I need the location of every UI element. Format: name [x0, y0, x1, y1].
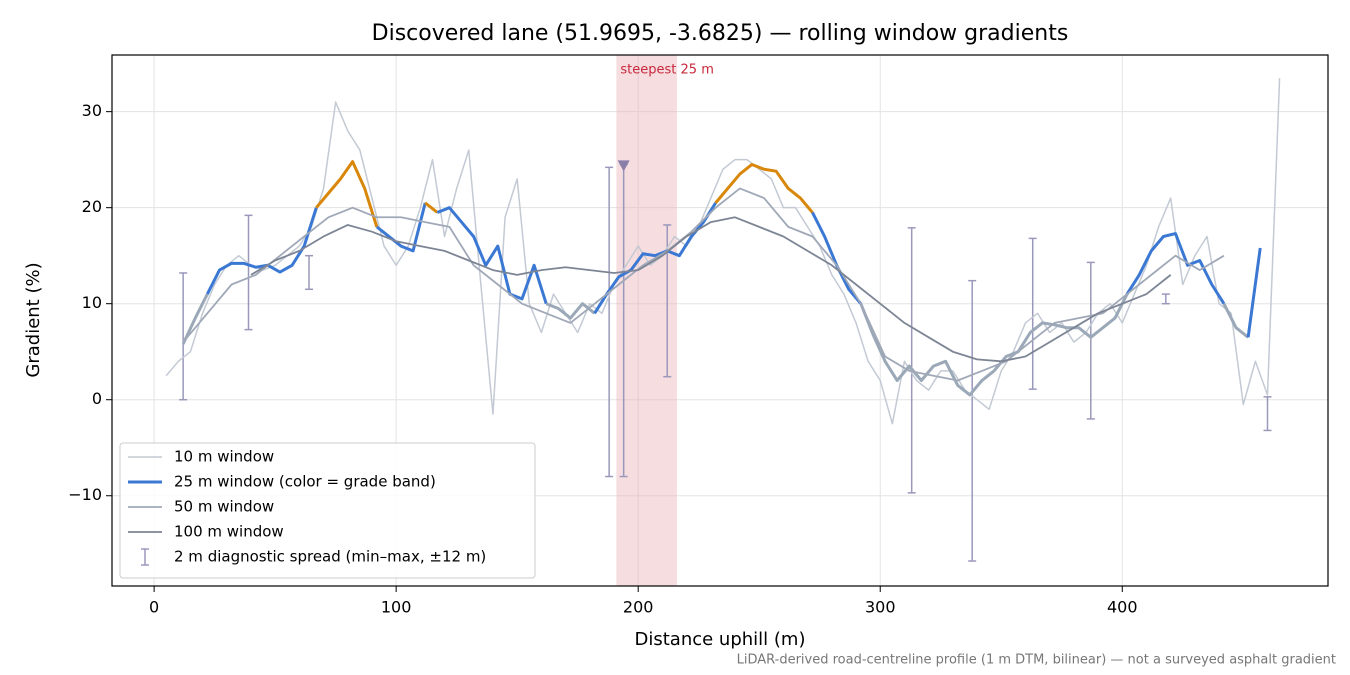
y-tick-label: −10	[68, 485, 102, 504]
series-line	[250, 216, 1172, 363]
series-line	[1222, 303, 1250, 339]
series-line	[859, 293, 1129, 397]
series-line	[1246, 247, 1262, 338]
series-line	[545, 302, 596, 320]
series-line	[315, 160, 379, 228]
series-line	[1125, 232, 1226, 305]
series-line	[181, 293, 209, 345]
x-tick-label: 300	[865, 598, 896, 617]
y-tick-label: 0	[92, 389, 102, 408]
legend-label: 10 m window	[174, 448, 274, 466]
series-line	[436, 206, 548, 305]
steepest-marker	[617, 160, 630, 172]
legend-label: 25 m window (color = grade band)	[174, 473, 436, 491]
series-line	[182, 187, 1225, 382]
y-tick-label: 20	[82, 197, 102, 216]
plot-frame	[111, 54, 1329, 587]
series-line	[424, 201, 439, 214]
y-tick-label: 10	[82, 293, 102, 312]
x-tick-label: 100	[381, 598, 412, 617]
x-tick-label: 0	[149, 598, 159, 617]
legend-label: 50 m window	[174, 498, 274, 516]
steepest-label: steepest 25 m	[620, 63, 713, 78]
footnote: LiDAR-derived road-centreline profile (1…	[737, 653, 1336, 668]
y-axis-label: Gradient (%)	[23, 262, 44, 377]
plot-layer	[165, 78, 1281, 562]
chart-title: Discovered lane (51.9695, -3.6825) — rol…	[372, 21, 1069, 46]
series-line	[375, 202, 427, 253]
x-tick-label: 200	[623, 598, 654, 617]
series-line	[165, 78, 1281, 425]
x-axis-label: Distance uphill (m)	[635, 629, 806, 650]
series-line	[714, 162, 814, 214]
legend-box	[119, 442, 536, 579]
legend-label: 2 m diagnostic spread (min–max, ±12 m)	[174, 548, 486, 566]
x-tick-label: 400	[1107, 598, 1138, 617]
legend-label: 100 m window	[174, 523, 284, 541]
y-tick-label: 30	[82, 101, 102, 120]
series-line	[206, 207, 318, 295]
